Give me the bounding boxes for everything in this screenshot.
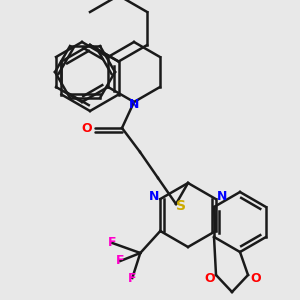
- Text: N: N: [129, 98, 139, 112]
- Text: S: S: [176, 199, 186, 213]
- Text: F: F: [116, 254, 124, 268]
- Text: N: N: [217, 190, 227, 203]
- Text: O: O: [82, 122, 92, 134]
- Text: N: N: [149, 190, 160, 203]
- Text: F: F: [108, 236, 116, 250]
- Text: O: O: [251, 272, 261, 284]
- Text: F: F: [128, 272, 136, 284]
- Text: O: O: [205, 272, 215, 284]
